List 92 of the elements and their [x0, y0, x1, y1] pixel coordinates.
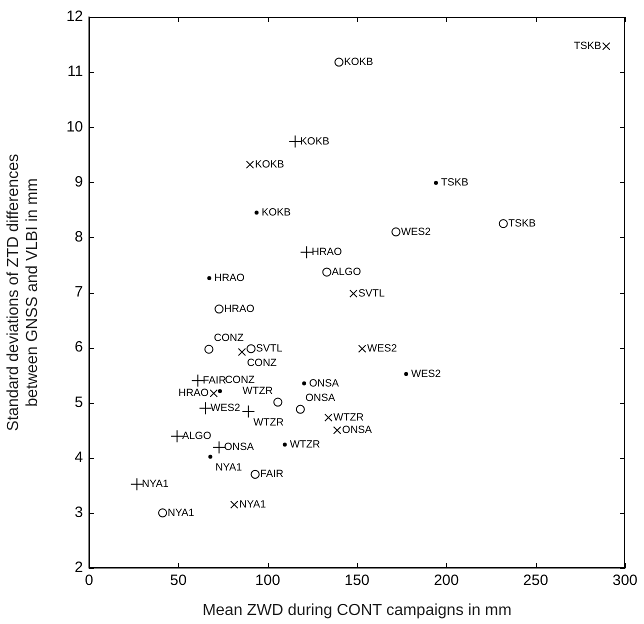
x-axis-title: Mean ZWD during CONT campaigns in mm: [202, 602, 512, 619]
point: [238, 348, 246, 356]
annotation: ONSA: [309, 377, 339, 390]
point: [288, 135, 302, 148]
point: [349, 290, 358, 298]
annotation: HRAO: [312, 246, 342, 258]
annotation: ONSA: [224, 441, 254, 454]
point: [498, 219, 508, 228]
x-tick-label: 250: [523, 572, 548, 590]
annotation: CONZ: [224, 374, 256, 386]
y-tick-label: 4: [74, 448, 83, 466]
point: [391, 227, 400, 236]
point: [246, 160, 254, 169]
annotation: WES2: [210, 402, 240, 414]
annotation: SVTL: [358, 287, 385, 300]
point: [322, 268, 332, 277]
point: [214, 304, 224, 314]
x-tick-label: 200: [434, 572, 459, 590]
point: [158, 508, 168, 518]
annotation: FAIR: [260, 468, 284, 480]
x-tick-label: 100: [255, 572, 280, 590]
point: [242, 405, 255, 418]
annotation: ALGO: [332, 266, 361, 278]
annotation: FAIR: [202, 374, 227, 387]
point: [207, 276, 212, 280]
annotation: SVTL: [256, 342, 282, 355]
annotation: KOKB: [254, 158, 284, 171]
y-tick-label: 7: [74, 284, 83, 301]
annotation: CONZ: [214, 332, 244, 344]
point: [296, 404, 305, 414]
annotation: WES2: [367, 342, 398, 355]
point: [210, 389, 218, 398]
y-tick-label: 2: [74, 559, 83, 576]
point: [198, 402, 212, 415]
point: [334, 58, 344, 67]
y-tick-label: 6: [74, 338, 83, 356]
point: [434, 180, 438, 185]
point: [273, 398, 282, 407]
point: [218, 389, 222, 394]
point: [404, 372, 408, 376]
annotation: NYA1: [168, 506, 194, 519]
y-tick-label: 9: [74, 173, 83, 190]
point: [333, 426, 342, 434]
annotation: TSKB: [574, 40, 602, 52]
point: [300, 246, 314, 259]
point: [230, 500, 238, 509]
annotation: HRAO: [214, 272, 245, 284]
annotation: KOKB: [344, 56, 374, 68]
annotation: HRAO: [178, 387, 209, 400]
x-tick-label: 0: [84, 572, 94, 590]
annotation: TSKB: [508, 218, 536, 230]
point: [191, 374, 204, 388]
point: [302, 381, 306, 386]
annotation: TSKB: [440, 176, 468, 189]
annotation: NYA1: [142, 478, 169, 490]
annotation: KOKB: [262, 206, 291, 218]
point: [358, 344, 366, 353]
x-tick-label: 300: [612, 572, 638, 590]
annotation: NYA1: [239, 498, 266, 511]
annotation: ONSA: [342, 424, 372, 436]
point: [130, 478, 144, 491]
y-tick-label: 12: [66, 8, 83, 26]
point: [208, 454, 212, 459]
x-tick-label: 150: [344, 572, 370, 590]
point: [170, 430, 184, 443]
annotation: CONZ: [246, 356, 278, 369]
annotation: WTZR: [333, 411, 364, 424]
y-tick-label: 11: [67, 63, 83, 80]
x-tick-label: 50: [170, 572, 187, 590]
point: [324, 414, 332, 422]
annotation: HRAO: [224, 302, 254, 315]
point: [204, 344, 214, 354]
point: [250, 470, 260, 479]
point: [602, 42, 610, 50]
point: [246, 344, 256, 354]
point: [212, 440, 226, 454]
annotation: WTZR: [290, 438, 321, 450]
y-tick-label: 5: [74, 394, 83, 411]
y-tick-label: 8: [74, 228, 83, 246]
annotation: WTZR: [242, 385, 274, 398]
annotation: WES2: [400, 226, 431, 238]
y-tick-label: 10: [66, 118, 83, 136]
annotation: WTZR: [253, 416, 284, 428]
y-axis-title: Standard deviations of ZTD differences between GNSS and VLBI in mm: [5, 154, 42, 432]
annotation: ALGO: [182, 430, 212, 442]
annotation: NYA1: [215, 462, 242, 474]
annotation: ONSA: [305, 392, 336, 404]
annotation: KOKB: [300, 135, 330, 148]
point: [282, 442, 287, 447]
annotation: WES2: [411, 368, 442, 380]
point: [254, 210, 259, 215]
y-tick-label: 3: [74, 504, 83, 522]
